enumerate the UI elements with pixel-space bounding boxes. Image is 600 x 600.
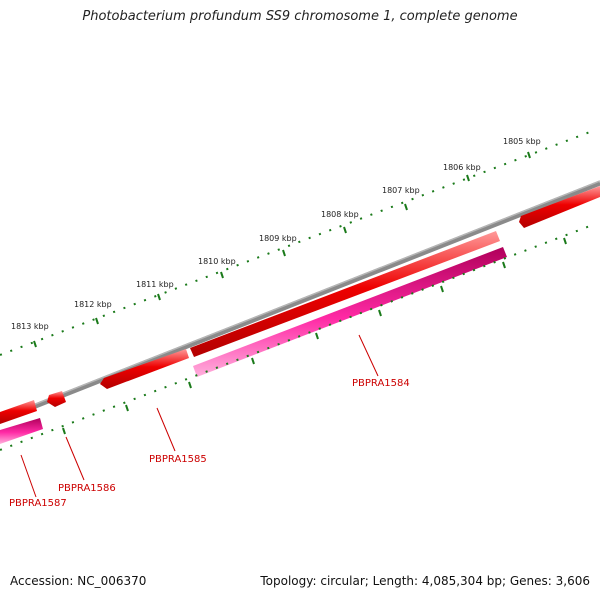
gene-label-PBPRA1584[interactable]: PBPRA1584 — [352, 378, 410, 389]
gene-PBPRA1584[interactable] — [193, 247, 507, 377]
forward-gene-feature[interactable] — [0, 400, 37, 424]
forward-gene-feature[interactable] — [190, 231, 500, 357]
inner-major-ticks — [62, 237, 567, 435]
forward-strand-genes — [0, 186, 600, 424]
outer-tick-ring — [0, 131, 591, 356]
forward-gene-feature[interactable] — [100, 349, 189, 389]
kbp-label-1810: 1810 kbp — [198, 257, 236, 266]
forward-gene-feature[interactable] — [47, 391, 66, 407]
chromosome-backbone — [0, 180, 600, 423]
kbp-label-1812: 1812 kbp — [74, 300, 112, 309]
kbp-label-1805: 1805 kbp — [503, 137, 541, 146]
kbp-label-1813: 1813 kbp — [11, 322, 49, 331]
map-title: Photobacterium profundum SS9 chromosome … — [82, 9, 518, 24]
accession-text: Accession: NC_006370 — [10, 574, 147, 588]
genome-stats-text: Topology: circular; Length: 4,085,304 bp… — [260, 574, 590, 588]
gene-label-PBPRA1587[interactable]: PBPRA1587 — [9, 498, 67, 509]
label-leader-lines — [20, 334, 379, 498]
kbp-label-1811: 1811 kbp — [136, 280, 174, 289]
kbp-label-1807: 1807 kbp — [382, 186, 420, 195]
outer-major-ticks — [33, 151, 531, 348]
gene-label-PBPRA1586[interactable]: PBPRA1586 — [58, 483, 116, 494]
kbp-label-1806: 1806 kbp — [443, 163, 481, 172]
kbp-label-1809: 1809 kbp — [259, 234, 297, 243]
kbp-label-1808: 1808 kbp — [321, 210, 359, 219]
gene-PBPRA1587[interactable] — [0, 418, 43, 444]
forward-gene-feature[interactable] — [519, 186, 600, 228]
gene-label-PBPRA1585[interactable]: PBPRA1585 — [149, 454, 207, 465]
reverse-strand-genes — [0, 247, 507, 444]
